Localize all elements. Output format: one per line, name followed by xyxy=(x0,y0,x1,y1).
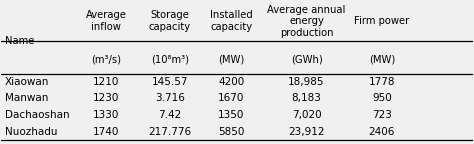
Text: 1230: 1230 xyxy=(93,93,119,104)
Text: 1330: 1330 xyxy=(93,110,119,120)
Text: 1740: 1740 xyxy=(93,127,119,137)
Text: Dachaoshan: Dachaoshan xyxy=(5,110,70,120)
Text: 1778: 1778 xyxy=(369,77,395,87)
Text: (m³/s): (m³/s) xyxy=(91,55,121,65)
Text: 18,985: 18,985 xyxy=(288,77,325,87)
Text: Xiaowan: Xiaowan xyxy=(5,77,50,87)
Text: 145.57: 145.57 xyxy=(152,77,188,87)
Text: Installed
capacity: Installed capacity xyxy=(210,10,253,32)
Text: Storage
capacity: Storage capacity xyxy=(149,10,191,32)
Text: 8,183: 8,183 xyxy=(292,93,321,104)
Text: 1210: 1210 xyxy=(93,77,119,87)
Text: (10⁸m³): (10⁸m³) xyxy=(151,55,189,65)
Text: 7.42: 7.42 xyxy=(158,110,182,120)
Text: 23,912: 23,912 xyxy=(288,127,325,137)
Text: Name: Name xyxy=(5,36,35,46)
Text: Nuozhadu: Nuozhadu xyxy=(5,127,58,137)
Text: 3.716: 3.716 xyxy=(155,93,185,104)
Text: Average
inflow: Average inflow xyxy=(86,10,127,32)
Text: 7,020: 7,020 xyxy=(292,110,321,120)
Text: Firm power: Firm power xyxy=(354,16,410,26)
Text: 5850: 5850 xyxy=(218,127,244,137)
Text: Average annual
energy
production: Average annual energy production xyxy=(267,5,346,38)
Text: 4200: 4200 xyxy=(218,77,244,87)
Text: (MW): (MW) xyxy=(218,55,244,65)
Text: 950: 950 xyxy=(372,93,392,104)
Text: 723: 723 xyxy=(372,110,392,120)
Text: Manwan: Manwan xyxy=(5,93,48,104)
Text: (MW): (MW) xyxy=(369,55,395,65)
Text: 2406: 2406 xyxy=(369,127,395,137)
Text: 1350: 1350 xyxy=(218,110,244,120)
Text: 217.776: 217.776 xyxy=(148,127,191,137)
Text: 1670: 1670 xyxy=(218,93,244,104)
Text: (GWh): (GWh) xyxy=(291,55,322,65)
